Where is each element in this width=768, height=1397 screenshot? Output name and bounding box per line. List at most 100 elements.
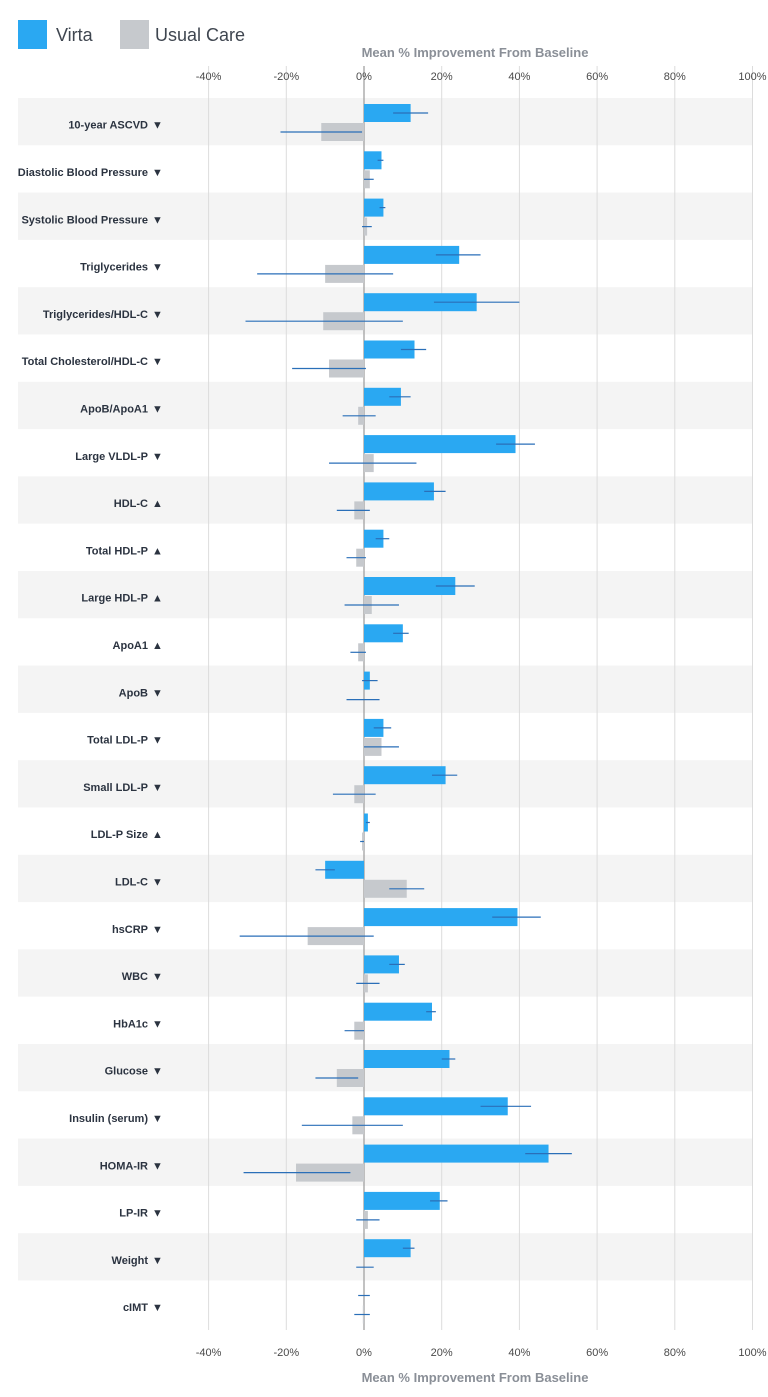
x-axis-title-bottom: Mean % Improvement From Baseline: [362, 1370, 589, 1385]
direction-arrow: ▼: [152, 735, 163, 747]
direction-arrow: ▼: [152, 262, 163, 274]
category-label: Systolic Blood Pressure: [21, 214, 148, 226]
category-label: LDL-P Size: [91, 829, 148, 841]
direction-arrow: ▲: [152, 593, 163, 605]
direction-arrow: ▼: [152, 924, 163, 936]
bar-virta: [364, 1097, 508, 1116]
direction-arrow: ▼: [152, 1160, 163, 1172]
category-label: Total Cholesterol/HDL-C: [22, 356, 148, 368]
direction-arrow: ▼: [152, 971, 163, 983]
bar-virta: [364, 435, 516, 454]
x-tick-label: 40%: [508, 71, 530, 83]
bar-virta: [364, 387, 401, 406]
bar-virta: [364, 1191, 440, 1210]
category-label: ApoB: [119, 687, 148, 699]
bar-virta: [364, 1002, 432, 1021]
bar-virta: [364, 482, 434, 501]
x-tick-label: 60%: [586, 1347, 608, 1359]
category-label: Total HDL-P: [86, 545, 148, 557]
bar-virta: [364, 955, 399, 974]
direction-arrow: ▼: [152, 1066, 163, 1078]
x-tick-label: 40%: [508, 1347, 530, 1359]
direction-arrow: ▼: [152, 356, 163, 368]
bar-virta: [364, 1144, 549, 1163]
legend-swatch-usual-care: [120, 20, 149, 49]
legend: Virta Usual Care: [18, 20, 245, 49]
direction-arrow: ▲: [152, 498, 163, 510]
category-label: ApoA1: [113, 640, 148, 652]
direction-arrow: ▼: [152, 1208, 163, 1220]
category-label: Weight: [112, 1255, 149, 1267]
legend-label-virta: Virta: [56, 25, 94, 45]
bar-virta: [364, 1050, 450, 1068]
category-label: ApoB/ApoA1: [80, 403, 148, 415]
x-tick-label: 20%: [431, 1347, 453, 1359]
direction-arrow: ▼: [152, 782, 163, 794]
direction-arrow: ▼: [152, 687, 163, 699]
bar-virta: [364, 198, 384, 217]
bar-virta: [364, 624, 403, 643]
direction-arrow: ▲: [152, 545, 163, 557]
category-label: Total LDL-P: [87, 735, 148, 747]
direction-arrow: ▼: [152, 1113, 163, 1125]
category-label: 10-year ASCVD: [68, 120, 148, 132]
category-label: WBC: [122, 971, 148, 983]
direction-arrow: ▼: [152, 451, 163, 463]
row-band: [18, 192, 752, 240]
bar-virta: [364, 340, 415, 359]
x-tick-label: -20%: [273, 71, 299, 83]
direction-arrow: ▼: [152, 1018, 163, 1030]
x-tick-label: 0%: [356, 1347, 372, 1359]
bar-virta: [364, 293, 477, 312]
x-tick-label: 60%: [586, 71, 608, 83]
direction-arrow: ▲: [152, 829, 163, 841]
direction-arrow: ▼: [152, 403, 163, 415]
category-label: Insulin (serum): [69, 1113, 148, 1125]
category-label: HDL-C: [114, 498, 148, 510]
category-label: Triglycerides/HDL-C: [43, 309, 148, 321]
x-tick-label: 20%: [431, 71, 453, 83]
category-label: hsCRP: [112, 924, 148, 936]
category-label: LP-IR: [119, 1208, 148, 1220]
x-tick-label: 100%: [738, 71, 766, 83]
bar-usual-care: [364, 879, 407, 898]
category-label: HbA1c: [113, 1018, 148, 1030]
row-band: [18, 665, 752, 713]
x-tick-label: 100%: [738, 1347, 766, 1359]
category-label: cIMT: [123, 1302, 148, 1314]
direction-arrow: ▼: [152, 1302, 163, 1314]
direction-arrow: ▼: [152, 1255, 163, 1267]
direction-arrow: ▲: [152, 640, 163, 652]
category-label: Triglycerides: [80, 262, 148, 274]
category-label: Large HDL-P: [81, 593, 148, 605]
direction-arrow: ▼: [152, 876, 163, 888]
category-label: Diastolic Blood Pressure: [18, 167, 148, 179]
direction-arrow: ▼: [152, 214, 163, 226]
x-tick-label: 80%: [664, 1347, 686, 1359]
x-tick-label: 80%: [664, 71, 686, 83]
category-label: LDL-C: [115, 876, 148, 888]
legend-swatch-virta: [18, 20, 47, 49]
bar-virta: [364, 1239, 411, 1258]
legend-label-usual-care: Usual Care: [155, 25, 245, 45]
bar-virta: [364, 151, 382, 170]
category-label: Glucose: [105, 1066, 148, 1078]
category-label: HOMA-IR: [100, 1160, 148, 1172]
x-tick-label: -40%: [196, 71, 222, 83]
x-tick-label: -20%: [273, 1347, 299, 1359]
bar-virta: [364, 908, 518, 927]
bar-virta: [325, 860, 364, 879]
x-tick-label: 0%: [356, 71, 372, 83]
bar-virta: [364, 104, 411, 122]
bar-virta: [364, 245, 460, 264]
x-axis-title-top: Mean % Improvement From Baseline: [362, 45, 589, 60]
direction-arrow: ▼: [152, 309, 163, 321]
direction-arrow: ▼: [152, 167, 163, 179]
bar-virta: [364, 577, 456, 595]
x-tick-label: -40%: [196, 1347, 222, 1359]
bar-virta: [364, 766, 446, 785]
direction-arrow: ▼: [152, 120, 163, 132]
category-label: Large VLDL-P: [75, 451, 148, 463]
bar-virta: [364, 529, 384, 548]
